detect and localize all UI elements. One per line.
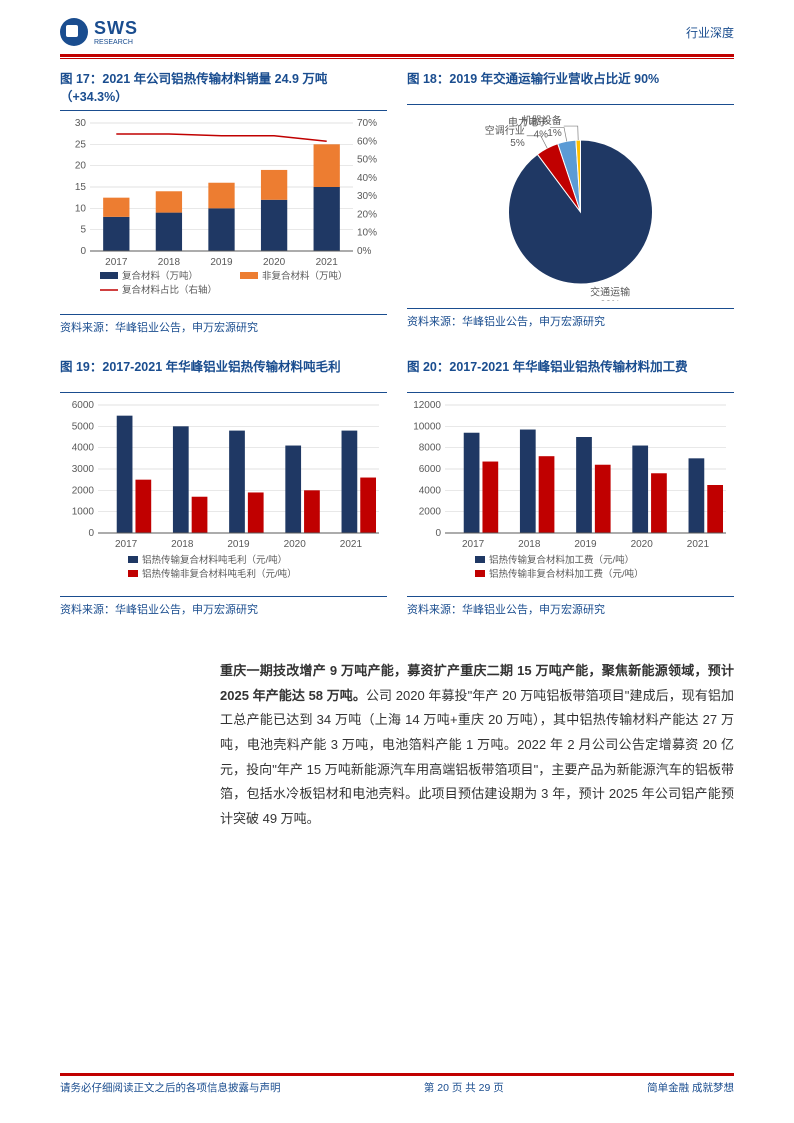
fig20-title: 图 20：2017-2021 年华峰铝业铝热传输材料加工费 [407,359,734,393]
fig19-source: 资料来源：华峰铝业公告，申万宏源研究 [60,596,387,617]
svg-text:2021: 2021 [687,539,710,550]
svg-text:50%: 50% [357,155,377,166]
fig18-title: 图 18：2019 年交通运输行业营收占比近 90% [407,71,734,105]
logo-icon [60,18,88,46]
fig17-title: 图 17：2021 年公司铝热传输材料销量 24.9 万吨（+34.3%） [60,71,387,111]
fig19-cell: 图 19：2017-2021 年华峰铝业铝热传输材料吨毛利 0 1000 2000 3… [60,359,387,635]
svg-text:70%: 70% [357,118,377,129]
svg-text:0: 0 [88,528,94,539]
svg-text:0%: 0% [357,246,372,257]
svg-text:2000: 2000 [419,507,442,518]
svg-text:2020: 2020 [263,257,286,268]
svg-text:2018: 2018 [171,539,194,550]
body-paragraph: 重庆一期技改增产 9 万吨产能，募资扩产重庆二期 15 万吨产能，聚焦新能源领域… [220,659,734,832]
footer-left: 请务必仔细阅读正文之后的各项信息披露与声明 [60,1080,281,1095]
charts-row-1: 图 17：2021 年公司铝热传输材料销量 24.9 万吨（+34.3%） 0 5… [60,71,734,353]
svg-text:5%: 5% [510,138,525,149]
svg-text:2019: 2019 [227,539,250,550]
svg-text:2020: 2020 [284,539,307,550]
svg-text:8000: 8000 [419,443,442,454]
svg-text:6000: 6000 [419,464,442,475]
svg-text:10%: 10% [357,228,377,239]
fig20-chart: 0 2000 4000 6000 8000 10000 12000 2017 2018 2019 2… [407,399,734,589]
fig20-source: 资料来源：华峰铝业公告，申万宏源研究 [407,596,734,617]
svg-text:20: 20 [75,161,87,172]
svg-text:6000: 6000 [72,400,95,411]
svg-text:1%: 1% [547,128,562,139]
svg-text:60%: 60% [357,136,377,147]
fig18-chart: 交通运输88%空调行业5%电力电子4%机器设备1% [407,111,734,301]
svg-text:2017: 2017 [462,539,485,550]
svg-text:5000: 5000 [72,421,95,432]
footer-center: 第 20 页 共 29 页 [424,1080,504,1095]
svg-text:1000: 1000 [72,507,95,518]
svg-text:铝热传输复合材料吨毛利（元/吨）: 铝热传输复合材料吨毛利（元/吨） [142,554,287,566]
fig18-source: 资料来源：华峰铝业公告，申万宏源研究 [407,308,734,329]
main-content: 图 17：2021 年公司铝热传输材料销量 24.9 万吨（+34.3%） 0 5… [0,59,794,832]
page-header: SWS RESEARCH 行业深度 [0,0,794,54]
svg-text:5: 5 [80,225,86,236]
svg-text:铝热传输非复合材料吨毛利（元/吨）: 铝热传输非复合材料吨毛利（元/吨） [142,568,297,580]
fig19-chart: 0 1000 2000 3000 4000 5000 6000 2017 2018 2019 202… [60,399,387,589]
fig20-cell: 图 20：2017-2021 年华峰铝业铝热传输材料加工费 0 2000 4000 6… [407,359,734,635]
logo-sub-text: RESEARCH [94,39,138,46]
svg-text:2019: 2019 [210,257,233,268]
svg-text:非复合材料（万吨）: 非复合材料（万吨） [262,270,348,282]
svg-text:10000: 10000 [413,421,441,432]
svg-text:4%: 4% [534,130,549,141]
svg-text:3000: 3000 [72,464,95,475]
svg-text:2019: 2019 [574,539,597,550]
svg-text:2017: 2017 [105,257,128,268]
svg-text:2021: 2021 [316,257,339,268]
svg-text:机器设备: 机器设备 [522,114,562,127]
fig17-chart: 0 5 10 15 20 25 30 0% 10% 20% 30% 40% 50% 60% 70% 2017 2… [60,117,387,307]
svg-text:复合材料（万吨）: 复合材料（万吨） [122,270,198,282]
svg-text:2021: 2021 [340,539,363,550]
page-footer: 请务必仔细阅读正文之后的各项信息披露与声明 第 20 页 共 29 页 简单金融… [0,1067,794,1123]
fig17-source: 资料来源：华峰铝业公告，申万宏源研究 [60,314,387,335]
svg-text:2018: 2018 [158,257,181,268]
footer-right: 简单金融 成就梦想 [647,1080,734,1095]
svg-text:40%: 40% [357,173,377,184]
svg-text:0: 0 [435,528,441,539]
doc-type-label: 行业深度 [686,24,734,41]
fig17-cell: 图 17：2021 年公司铝热传输材料销量 24.9 万吨（+34.3%） 0 5… [60,71,387,353]
svg-text:30%: 30% [357,191,377,202]
fig18-cell: 图 18：2019 年交通运输行业营收占比近 90% 交通运输88%空调行业5%… [407,71,734,353]
svg-text:88%: 88% [600,300,620,301]
svg-text:25: 25 [75,139,87,150]
svg-text:2020: 2020 [631,539,654,550]
svg-text:复合材料占比（右轴）: 复合材料占比（右轴） [122,284,217,296]
svg-text:12000: 12000 [413,400,441,411]
fig19-title: 图 19：2017-2021 年华峰铝业铝热传输材料吨毛利 [60,359,387,393]
svg-text:铝热传输非复合材料加工费（元/吨）: 铝热传输非复合材料加工费（元/吨） [489,568,644,580]
svg-text:10: 10 [75,203,87,214]
svg-text:20%: 20% [357,209,377,220]
svg-text:4000: 4000 [419,485,442,496]
svg-text:4000: 4000 [72,443,95,454]
charts-row-2: 图 19：2017-2021 年华峰铝业铝热传输材料吨毛利 0 1000 2000 3… [60,359,734,635]
svg-text:0: 0 [80,246,86,257]
sws-logo: SWS RESEARCH [60,18,138,46]
svg-text:2018: 2018 [518,539,541,550]
svg-text:2017: 2017 [115,539,138,550]
svg-text:铝热传输复合材料加工费（元/吨）: 铝热传输复合材料加工费（元/吨） [489,554,634,566]
svg-text:30: 30 [75,118,87,129]
svg-text:2000: 2000 [72,485,95,496]
svg-text:交通运输: 交通运输 [590,286,630,299]
svg-text:15: 15 [75,182,87,193]
body-rest: 公司 2020 年募投"年产 20 万吨铝板带箔项目"建成后，现有铝加工总产能已… [220,688,734,826]
logo-main-text: SWS [94,18,138,39]
